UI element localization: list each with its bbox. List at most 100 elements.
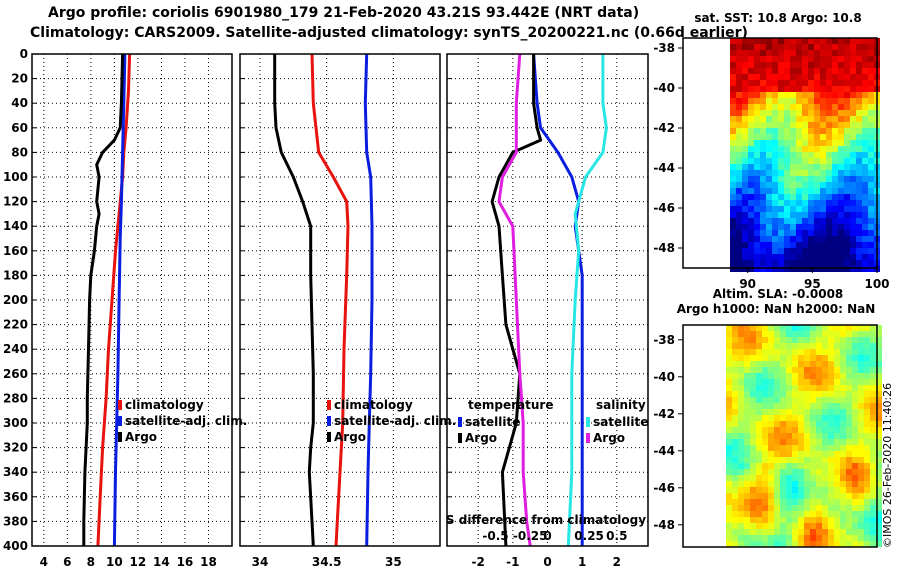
sla-cell xyxy=(792,403,798,409)
sst-cell xyxy=(772,242,778,248)
sla-cell xyxy=(732,481,738,487)
sla-cell xyxy=(870,355,876,361)
sst-cell xyxy=(748,134,754,140)
sla-cell xyxy=(834,391,840,397)
sst-cell xyxy=(802,230,808,236)
sst-cell xyxy=(736,98,742,104)
sst-cell xyxy=(850,158,856,164)
sla-cell xyxy=(840,391,846,397)
sst-cell xyxy=(736,122,742,128)
sst-cell xyxy=(796,62,802,68)
sst-cell xyxy=(796,92,802,98)
sla-cell xyxy=(816,409,822,415)
sla-cell xyxy=(774,469,780,475)
sla-cell xyxy=(828,385,834,391)
sst-cell xyxy=(730,266,736,272)
sla-cell xyxy=(810,535,816,541)
sla-cell xyxy=(852,403,858,409)
sst-cell xyxy=(796,158,802,164)
sst-cell xyxy=(868,218,874,224)
sst-cell xyxy=(814,146,820,152)
sla-cell xyxy=(798,529,804,535)
sla-cell xyxy=(774,457,780,463)
sst-cell xyxy=(796,98,802,104)
sst-cell xyxy=(808,152,814,158)
sla-cell xyxy=(858,451,864,457)
sst-cell xyxy=(748,122,754,128)
sst-cell xyxy=(856,50,862,56)
sst-cell xyxy=(826,230,832,236)
sst-cell xyxy=(826,206,832,212)
sst-cell xyxy=(730,248,736,254)
sla-cell xyxy=(792,523,798,529)
sst-cell xyxy=(844,182,850,188)
sst-cell xyxy=(808,56,814,62)
sla-cell xyxy=(786,451,792,457)
sst-cell xyxy=(748,158,754,164)
sst-cell xyxy=(778,176,784,182)
y-tick-label: 320 xyxy=(3,441,28,455)
sla-cell xyxy=(840,337,846,343)
sst-cell xyxy=(838,98,844,104)
sst-cell xyxy=(802,170,808,176)
sla-cell xyxy=(756,397,762,403)
sla-cell xyxy=(834,493,840,499)
sla-cell xyxy=(744,361,750,367)
sla-cell xyxy=(756,535,762,541)
sst-cell xyxy=(838,158,844,164)
sst-cell xyxy=(814,116,820,122)
sst-cell xyxy=(784,260,790,266)
sst-cell xyxy=(856,122,862,128)
sla-cell xyxy=(726,373,732,379)
sla-cell xyxy=(864,541,870,547)
sst-cell xyxy=(748,38,754,44)
sst-cell xyxy=(742,248,748,254)
sla-cell xyxy=(768,367,774,373)
sst-cell xyxy=(808,80,814,86)
sst-cell xyxy=(826,134,832,140)
sst-cell xyxy=(844,104,850,110)
sst-cell xyxy=(742,224,748,230)
sst-cell xyxy=(814,218,820,224)
sst-cell xyxy=(808,194,814,200)
y-tick-label: 160 xyxy=(3,244,28,258)
sla-cell xyxy=(768,529,774,535)
sst-cell xyxy=(826,266,832,272)
sla-cell xyxy=(792,421,798,427)
sla-cell xyxy=(858,403,864,409)
plot-frame xyxy=(31,53,233,547)
sla-cell xyxy=(828,397,834,403)
sst-cell xyxy=(868,212,874,218)
sst-cell xyxy=(796,128,802,134)
sla-cell xyxy=(870,331,876,337)
sst-cell xyxy=(748,146,754,152)
sla-cell xyxy=(786,403,792,409)
sla-cell xyxy=(738,469,744,475)
top-axis-label: S difference from climatology xyxy=(446,513,646,527)
sla-cell xyxy=(876,421,882,427)
sla-cell xyxy=(798,499,804,505)
sla-cell xyxy=(768,433,774,439)
sla-cell xyxy=(864,457,870,463)
sla-cell xyxy=(852,451,858,457)
sla-cell xyxy=(870,475,876,481)
sla-cell xyxy=(828,541,834,547)
sla-cell xyxy=(846,457,852,463)
sla-cell xyxy=(816,361,822,367)
sla-cell xyxy=(762,325,768,331)
sst-cell xyxy=(748,254,754,260)
sst-cell xyxy=(790,200,796,206)
sla-cell xyxy=(810,439,816,445)
sst-cell xyxy=(778,224,784,230)
sst-cell xyxy=(850,176,856,182)
sla-cell xyxy=(726,529,732,535)
sst-cell xyxy=(748,50,754,56)
sla-cell xyxy=(774,367,780,373)
sst-cell xyxy=(850,242,856,248)
sst-cell xyxy=(868,80,874,86)
sla-cell xyxy=(750,349,756,355)
sst-cell xyxy=(778,104,784,110)
sst-cell xyxy=(808,92,814,98)
sla-cell xyxy=(798,331,804,337)
sla-cell xyxy=(792,409,798,415)
